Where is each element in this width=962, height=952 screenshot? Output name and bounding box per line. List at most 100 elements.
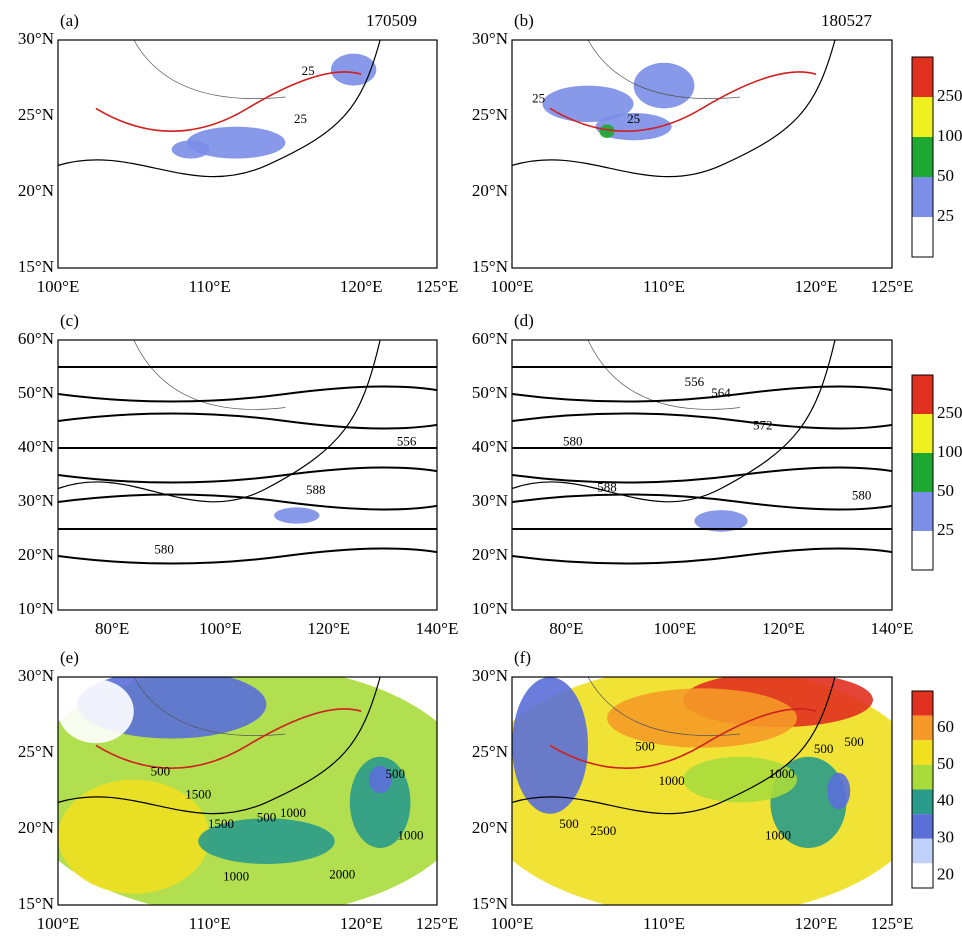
contour-label: 500 bbox=[635, 739, 655, 754]
coastline bbox=[512, 677, 836, 815]
x-tick-label: 140°E bbox=[416, 619, 459, 638]
colorbar-label: 250 bbox=[937, 403, 962, 422]
contour-label: 500 bbox=[844, 734, 864, 749]
map-frame bbox=[511, 39, 893, 269]
height-contour bbox=[512, 385, 892, 403]
x-tick-label: 80°E bbox=[95, 619, 129, 638]
height-contour bbox=[58, 412, 437, 430]
x-tick-label: 100°E bbox=[37, 914, 80, 933]
panel-label: (e) bbox=[60, 648, 79, 667]
colorbar-swatch bbox=[912, 414, 933, 453]
colorbar-swatch bbox=[912, 789, 933, 815]
contour-label: 1000 bbox=[280, 805, 306, 820]
panel-label: (f) bbox=[514, 648, 531, 667]
panel-label: (c) bbox=[60, 311, 79, 330]
x-tick-label: 80°E bbox=[549, 619, 583, 638]
x-tick-label: 110°E bbox=[189, 914, 231, 933]
panel-date: 170509 bbox=[366, 11, 417, 30]
colorbar-swatch bbox=[912, 740, 933, 765]
contour-label: 588 bbox=[597, 479, 617, 494]
colorbar-label: 50 bbox=[937, 481, 954, 500]
colorbar-frame bbox=[911, 374, 934, 571]
colorbar-swatch bbox=[912, 838, 933, 864]
y-tick-label: 40°N bbox=[18, 437, 54, 456]
colorbar-label: 30 bbox=[937, 828, 954, 847]
x-tick-label: 125°E bbox=[871, 277, 914, 296]
y-tick-label: 30°N bbox=[18, 666, 54, 685]
contour-label: 1000 bbox=[769, 766, 795, 781]
contour-label: 580 bbox=[563, 434, 583, 449]
red-contour bbox=[549, 71, 817, 132]
contour-label: 25 bbox=[627, 111, 640, 126]
y-tick-label: 15°N bbox=[472, 257, 508, 276]
contour-label: 2500 bbox=[590, 823, 616, 838]
contour-label: 500 bbox=[814, 741, 834, 756]
contour-label: 588 bbox=[306, 482, 326, 497]
map-frame bbox=[511, 676, 893, 906]
y-tick-label: 25°N bbox=[472, 105, 508, 124]
map-panel: (f) 100°E 110°E 120°E 125°E 15°N 20°N 25°N 30°N 5… bbox=[472, 648, 913, 933]
x-tick-label: 120°E bbox=[340, 277, 383, 296]
contour-label: 1500 bbox=[185, 787, 211, 802]
field-area bbox=[542, 85, 634, 123]
x-tick-label: 110°E bbox=[643, 277, 685, 296]
field-area bbox=[607, 688, 797, 748]
contour-label: 1000 bbox=[659, 773, 685, 788]
field-area bbox=[595, 112, 672, 141]
colorbar-swatch bbox=[912, 492, 933, 531]
field-area bbox=[186, 126, 286, 159]
colorbar-label: 100 bbox=[937, 442, 962, 461]
y-tick-label: 30°N bbox=[18, 491, 54, 510]
y-tick-label: 20°N bbox=[18, 818, 54, 837]
x-tick-label: 100°E bbox=[37, 277, 80, 296]
colorbar-swatch bbox=[912, 57, 933, 97]
red-contour bbox=[549, 708, 817, 769]
colorbar-swatch bbox=[912, 764, 933, 790]
colorbar-label: 25 bbox=[937, 206, 954, 225]
colorbar: 250 100 50 25 bbox=[911, 56, 962, 258]
x-tick-label: 100°E bbox=[199, 619, 242, 638]
panel-date: 180527 bbox=[821, 11, 873, 30]
y-tick-label: 25°N bbox=[18, 742, 54, 761]
colorbar-label: 50 bbox=[937, 166, 954, 185]
x-tick-label: 120°E bbox=[795, 277, 838, 296]
x-tick-label: 120°E bbox=[795, 914, 838, 933]
contour-label: 564 bbox=[711, 385, 731, 400]
x-tick-label: 140°E bbox=[871, 619, 914, 638]
border bbox=[587, 40, 741, 99]
colorbar-label: 250 bbox=[937, 86, 962, 105]
y-tick-label: 25°N bbox=[18, 105, 54, 124]
y-tick-label: 20°N bbox=[472, 181, 508, 200]
y-tick-label: 50°N bbox=[472, 383, 508, 402]
colorbar-swatch bbox=[912, 97, 933, 137]
colorbar-label: 100 bbox=[937, 126, 962, 145]
map-panel: (e) 100°E 110°E 120°E 125°E 15°N 20°N 25°N 30°N 5… bbox=[18, 648, 458, 933]
colorbar: 60 50 40 30 20 bbox=[911, 690, 954, 889]
contour-label: 500 bbox=[257, 809, 277, 824]
y-tick-label: 10°N bbox=[18, 599, 54, 618]
colorbar-swatch bbox=[912, 715, 933, 741]
x-tick-label: 100°E bbox=[491, 914, 534, 933]
y-tick-label: 15°N bbox=[18, 894, 54, 913]
map-field bbox=[512, 340, 892, 565]
field-area bbox=[274, 507, 320, 524]
y-tick-label: 15°N bbox=[18, 257, 54, 276]
height-contour bbox=[512, 412, 892, 430]
x-tick-label: 125°E bbox=[416, 277, 459, 296]
contour-label: 556 bbox=[397, 434, 417, 449]
height-contour bbox=[58, 385, 437, 403]
map-field bbox=[58, 40, 381, 178]
y-tick-label: 20°N bbox=[472, 545, 508, 564]
contour-label: 500 bbox=[559, 816, 579, 831]
field-area bbox=[198, 818, 335, 864]
y-tick-label: 60°N bbox=[18, 329, 54, 348]
map-frame bbox=[57, 39, 438, 269]
y-tick-label: 60°N bbox=[472, 329, 508, 348]
contour-label: 500 bbox=[386, 766, 406, 781]
panel-label: (d) bbox=[514, 311, 534, 330]
map-panel: (d) 80°E 100°E 120°E 140°E 10°N 20°N 30°N 40°N 50… bbox=[472, 311, 913, 638]
map-field bbox=[58, 677, 437, 905]
y-tick-label: 15°N bbox=[472, 894, 508, 913]
colorbar-swatch bbox=[912, 691, 933, 716]
